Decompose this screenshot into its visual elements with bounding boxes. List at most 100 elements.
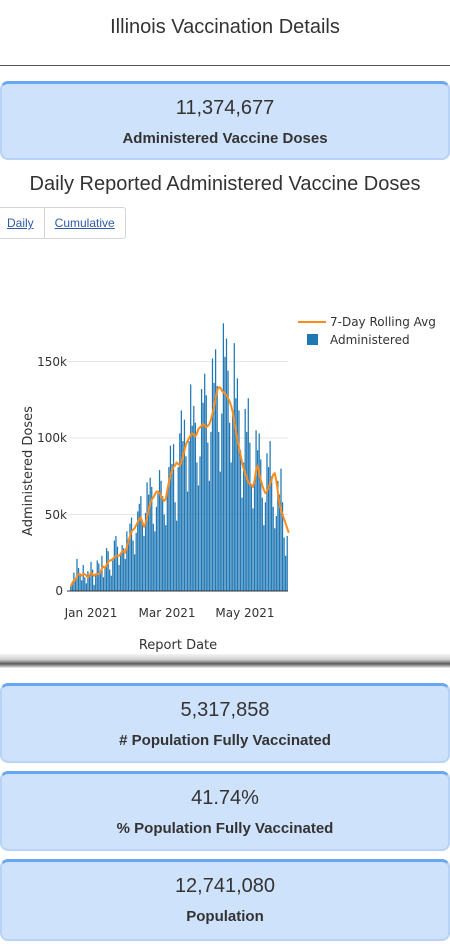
administered-bar[interactable] [281, 502, 284, 591]
administered-bar[interactable] [235, 398, 237, 591]
administered-bar[interactable] [200, 389, 203, 591]
administered-bar[interactable] [211, 358, 214, 591]
administered-bar[interactable] [151, 486, 153, 591]
administered-bar[interactable] [197, 485, 200, 591]
administered-bar[interactable] [127, 538, 130, 591]
administered-bar[interactable] [183, 419, 186, 591]
administered-bar[interactable] [110, 575, 112, 591]
administered-bar[interactable] [241, 497, 243, 591]
administered-bar[interactable] [91, 569, 94, 591]
administered-bar[interactable] [123, 548, 125, 591]
administered-bar[interactable] [216, 385, 218, 591]
administered-bar[interactable] [202, 402, 204, 591]
administered-bar[interactable] [247, 398, 249, 591]
administered-bar[interactable] [264, 502, 267, 591]
administered-bar[interactable] [134, 554, 136, 591]
administered-bar[interactable] [272, 506, 274, 591]
administered-bar[interactable] [71, 581, 73, 591]
administered-bar[interactable] [165, 525, 167, 591]
administered-bar[interactable] [162, 496, 164, 591]
administered-bar[interactable] [275, 516, 277, 591]
administered-bar[interactable] [79, 574, 81, 591]
administered-bar[interactable] [278, 494, 281, 591]
administered-bar[interactable] [174, 502, 176, 591]
administered-bar[interactable] [177, 467, 179, 591]
administered-bar[interactable] [149, 477, 151, 591]
administered-bar[interactable] [90, 561, 92, 591]
administered-bar[interactable] [180, 410, 182, 591]
administered-bar[interactable] [196, 462, 198, 591]
administered-bar[interactable] [160, 480, 162, 591]
tab-cumulative[interactable]: Cumulative [43, 208, 125, 238]
administered-bar[interactable] [96, 560, 98, 591]
administered-bar[interactable] [104, 566, 106, 591]
administered-bar[interactable] [257, 450, 259, 591]
administered-bar[interactable] [118, 564, 120, 591]
administered-bar[interactable] [204, 373, 206, 591]
administered-bar[interactable] [233, 343, 235, 591]
administered-bar[interactable] [274, 528, 276, 591]
administered-bar[interactable] [283, 537, 285, 591]
administered-bar[interactable] [246, 431, 248, 591]
administered-bar[interactable] [172, 444, 175, 591]
administered-bar[interactable] [193, 405, 195, 591]
administered-bar[interactable] [112, 560, 114, 591]
administered-bar[interactable] [155, 506, 158, 591]
administered-bar[interactable] [224, 356, 226, 591]
administered-bar[interactable] [185, 456, 187, 591]
administered-bar[interactable] [218, 431, 220, 591]
administered-bar[interactable] [105, 548, 108, 591]
administered-bar[interactable] [157, 493, 159, 591]
administered-bar[interactable] [129, 523, 131, 591]
administered-bar[interactable] [222, 323, 225, 591]
administered-bar[interactable] [163, 514, 165, 592]
administered-bar[interactable] [144, 512, 147, 591]
administered-bar[interactable] [214, 349, 217, 591]
administered-bar[interactable] [171, 464, 173, 591]
administered-bar[interactable] [227, 370, 229, 591]
administered-bar[interactable] [205, 395, 207, 591]
administered-bar[interactable] [236, 378, 239, 591]
administered-bar[interactable] [210, 431, 212, 591]
administered-bar[interactable] [179, 433, 181, 591]
administered-bar[interactable] [140, 496, 142, 591]
administered-bar[interactable] [107, 551, 109, 591]
administered-bar[interactable] [143, 535, 145, 591]
administered-bar[interactable] [95, 574, 97, 591]
administered-bar[interactable] [250, 483, 253, 591]
administered-bar[interactable] [260, 459, 262, 591]
administered-bar[interactable] [267, 467, 270, 591]
administered-bar[interactable] [146, 482, 148, 591]
administered-bar[interactable] [225, 338, 228, 591]
administered-bar[interactable] [286, 535, 288, 591]
administered-bar[interactable] [194, 422, 196, 591]
administered-bar[interactable] [191, 425, 193, 591]
administered-bar[interactable] [243, 462, 245, 591]
administered-bar[interactable] [244, 408, 246, 591]
administered-bar[interactable] [99, 572, 101, 591]
administered-bar[interactable] [113, 540, 116, 591]
administered-bar[interactable] [228, 422, 231, 591]
administered-bar[interactable] [258, 433, 260, 591]
administered-bar[interactable] [121, 545, 123, 591]
administered-bar[interactable] [137, 511, 139, 591]
administered-bar[interactable] [285, 555, 287, 591]
administered-bar[interactable] [249, 442, 251, 591]
administered-bar[interactable] [154, 531, 156, 591]
administered-bar[interactable] [82, 564, 84, 591]
administered-bar[interactable] [132, 540, 134, 591]
administered-bar[interactable] [158, 470, 161, 591]
administered-bar[interactable] [176, 520, 178, 591]
administered-bar[interactable] [166, 490, 168, 591]
administered-bar[interactable] [135, 532, 137, 591]
administered-bar[interactable] [266, 453, 268, 591]
administered-bar[interactable] [219, 471, 221, 591]
administered-bar[interactable] [74, 578, 77, 591]
administered-bar[interactable] [102, 577, 105, 591]
administered-bar[interactable] [190, 384, 192, 591]
administered-bar[interactable] [213, 382, 215, 591]
administered-bar[interactable] [87, 571, 89, 591]
administered-bar[interactable] [148, 494, 150, 591]
administered-bar[interactable] [130, 517, 133, 591]
administered-bar[interactable] [70, 586, 72, 591]
